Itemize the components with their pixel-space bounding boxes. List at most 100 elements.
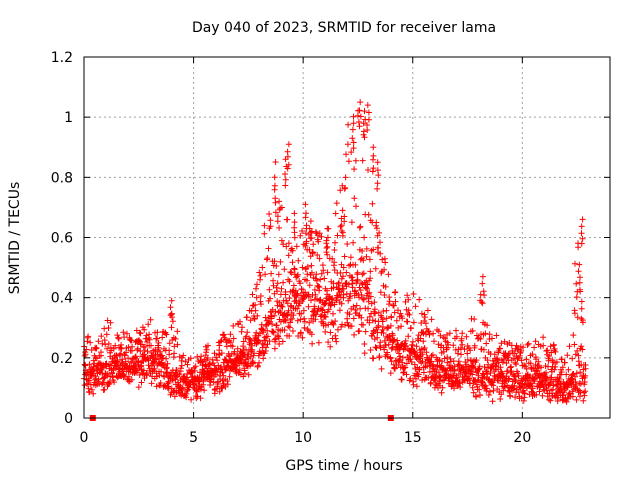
data-point	[349, 284, 356, 291]
data-point	[540, 334, 547, 341]
spike-point	[576, 279, 583, 286]
data-point	[512, 394, 519, 401]
data-point	[308, 269, 315, 276]
data-point	[484, 371, 491, 378]
spike-point	[578, 240, 585, 247]
data-point	[272, 209, 279, 216]
data-point	[272, 159, 279, 165]
data-point	[392, 289, 399, 295]
data-point	[373, 219, 380, 226]
data-point	[550, 341, 557, 348]
data-point	[384, 325, 390, 332]
data-point	[428, 352, 435, 359]
data-point	[347, 254, 354, 261]
data-point	[165, 379, 172, 386]
data-point	[507, 364, 514, 371]
data-point	[148, 380, 155, 387]
data-point	[575, 352, 582, 359]
data-point	[343, 269, 350, 276]
data-point	[256, 359, 263, 366]
data-point	[386, 301, 392, 308]
data-point	[515, 372, 522, 379]
data-point	[251, 350, 258, 357]
data-point	[578, 343, 585, 350]
data-point	[388, 345, 395, 352]
data-point	[265, 320, 272, 327]
data-point	[497, 364, 504, 371]
data-point	[254, 362, 261, 369]
data-point	[364, 281, 371, 288]
data-point	[350, 315, 357, 322]
data-point	[293, 291, 300, 298]
data-point	[561, 359, 568, 366]
data-point	[287, 303, 294, 310]
data-point	[287, 319, 294, 326]
data-point	[324, 269, 331, 276]
data-point	[223, 343, 230, 350]
spike-point	[350, 120, 357, 127]
data-point	[274, 288, 281, 295]
data-point	[571, 310, 578, 317]
data-point	[275, 271, 282, 278]
data-point	[337, 223, 344, 230]
data-point	[574, 314, 581, 321]
data-point	[383, 307, 390, 314]
data-point	[288, 269, 295, 276]
spike-point	[291, 210, 298, 217]
data-point	[198, 353, 205, 360]
data-point	[273, 263, 280, 269]
data-point	[378, 365, 385, 372]
data-point	[421, 345, 428, 351]
data-point	[548, 374, 555, 381]
data-point	[372, 265, 379, 272]
data-point	[184, 361, 191, 368]
data-point	[407, 375, 414, 382]
data-point	[284, 300, 291, 307]
data-point	[419, 351, 426, 358]
data-point	[270, 328, 277, 335]
data-point	[435, 328, 442, 335]
data-point	[216, 342, 223, 349]
data-point	[159, 334, 166, 341]
data-point	[511, 382, 518, 389]
spike-point	[291, 219, 298, 226]
data-point	[335, 280, 342, 287]
spike-point	[167, 304, 174, 311]
chart-title: Day 040 of 2023, SRMTID for receiver lam…	[192, 20, 496, 36]
spike-point	[360, 120, 367, 127]
data-point	[240, 373, 247, 380]
data-point	[453, 333, 460, 340]
data-point	[191, 367, 198, 374]
data-point	[267, 223, 274, 230]
data-point	[252, 301, 259, 308]
spike-point	[338, 228, 345, 234]
data-point	[297, 316, 304, 323]
data-point	[333, 200, 340, 207]
data-point	[352, 261, 359, 268]
data-point	[294, 317, 301, 324]
data-point	[217, 338, 224, 345]
data-point	[459, 341, 466, 348]
data-point	[330, 310, 336, 317]
data-point	[360, 270, 367, 277]
data-point	[166, 351, 173, 358]
data-point	[470, 389, 477, 396]
data-point	[420, 369, 427, 376]
data-point	[281, 327, 288, 334]
data-points	[81, 99, 589, 421]
data-point	[485, 392, 492, 398]
data-point	[572, 260, 578, 267]
data-point	[359, 271, 366, 278]
data-point	[227, 331, 234, 338]
y-tick-label: 1.2	[51, 50, 73, 66]
data-point	[424, 307, 431, 314]
data-point	[404, 318, 411, 325]
spike-point	[350, 145, 357, 152]
spike-point	[479, 300, 486, 307]
data-point	[107, 319, 114, 326]
axes: 0 0.2 0.4 0.6 0.8 1 1.2 0 5 10 15 20	[51, 50, 610, 446]
data-point	[442, 366, 449, 373]
data-point	[334, 232, 341, 239]
data-point	[331, 301, 338, 308]
data-point	[332, 318, 339, 325]
